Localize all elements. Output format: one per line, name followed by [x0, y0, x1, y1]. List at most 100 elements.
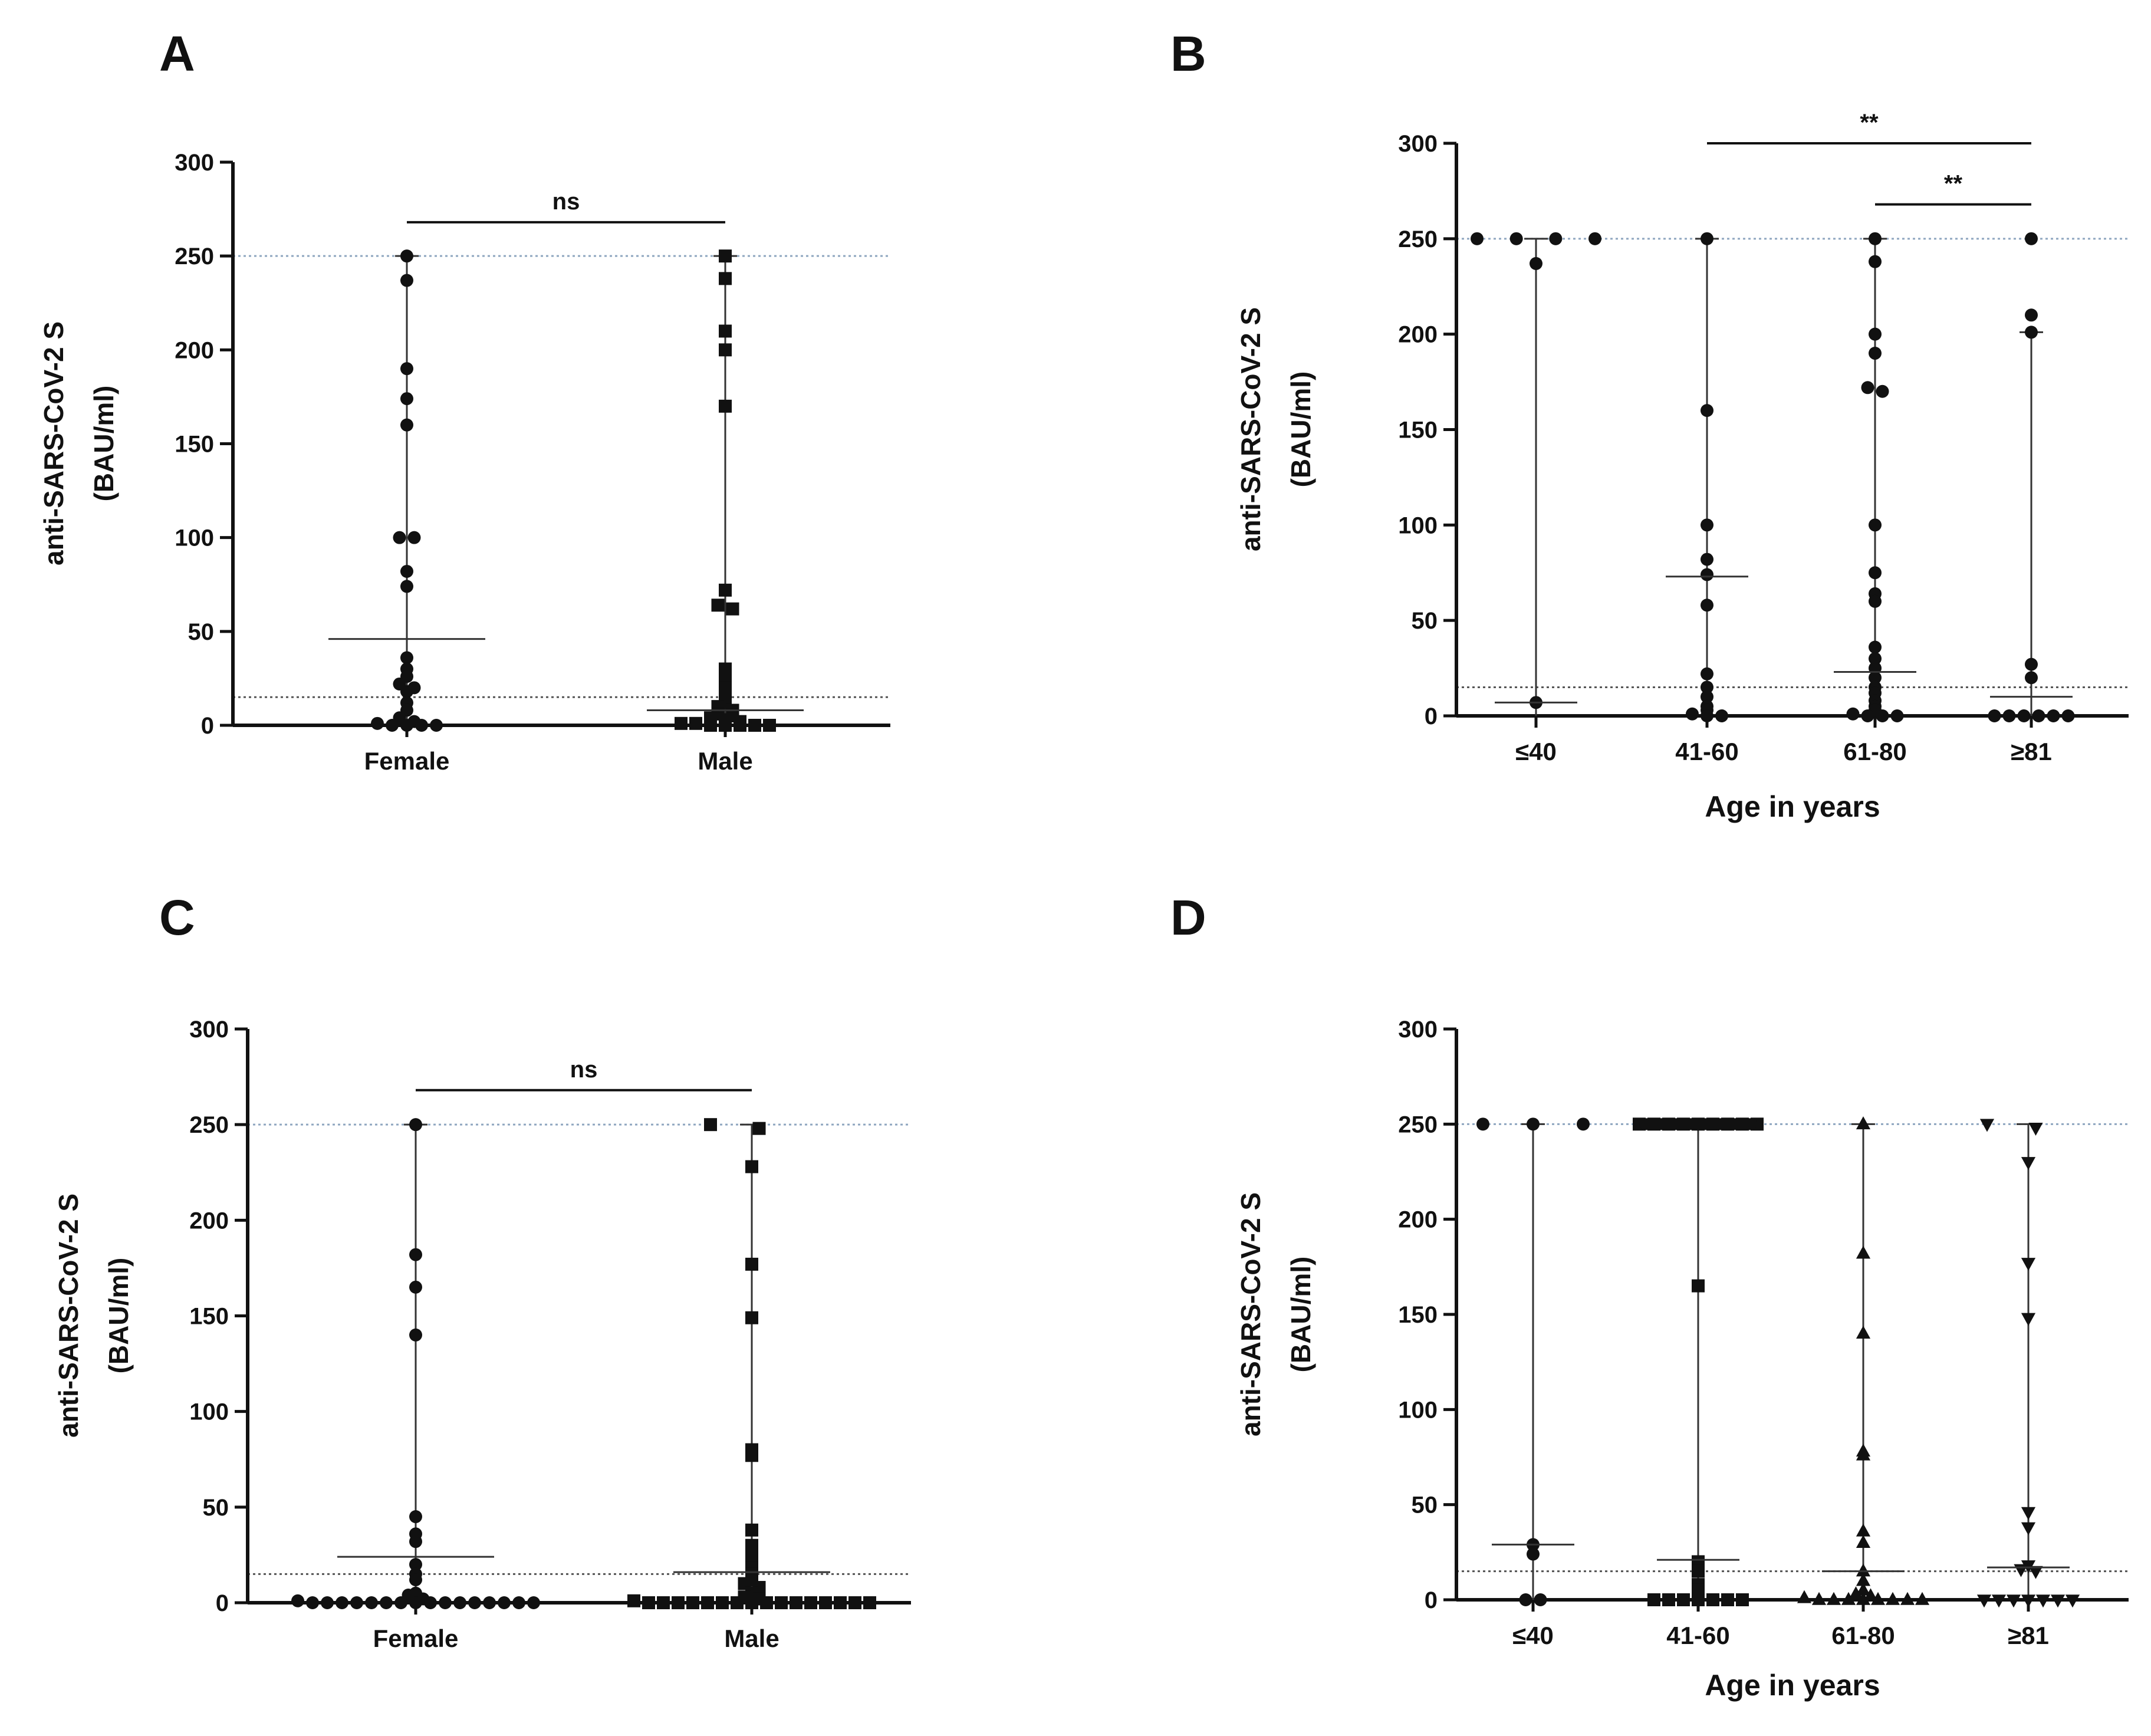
y-tick-label: 300 [189, 1017, 229, 1043]
data-point [1519, 1593, 1532, 1606]
data-point [1876, 384, 1889, 398]
data-point [400, 651, 413, 665]
data-point [1701, 680, 1713, 694]
y-axis-label: anti-SARS-CoV-2 S [1235, 307, 1266, 551]
y-axis-label: anti-SARS-CoV-2 S [1235, 1192, 1266, 1436]
data-point [1856, 1582, 1871, 1596]
data-point [775, 1596, 788, 1609]
y-tick-label: 150 [189, 1304, 229, 1330]
x-tick-label: ≤40 [1512, 1622, 1554, 1649]
data-point [1701, 518, 1713, 532]
y-tick-label: 50 [1412, 608, 1438, 634]
data-point [711, 599, 725, 612]
data-point [1692, 1279, 1705, 1293]
data-point [306, 1596, 319, 1609]
data-point [2021, 1157, 2036, 1171]
data-point [1856, 1245, 1871, 1259]
data-point [409, 1248, 422, 1261]
data-point [1856, 1535, 1871, 1548]
data-point [1869, 255, 1882, 268]
y-tick-label: 50 [1412, 1492, 1438, 1518]
data-point [1856, 1592, 1871, 1605]
data-point [1856, 1563, 1871, 1577]
data-point [527, 1596, 540, 1609]
panel-letter: A [159, 26, 195, 81]
data-point [400, 362, 413, 376]
data-point [468, 1596, 481, 1609]
category-3: ≥81 [1988, 232, 2075, 765]
y-tick-label: 50 [188, 619, 215, 645]
data-point [1549, 232, 1563, 245]
data-point [1979, 1119, 1995, 1132]
data-point [380, 1596, 393, 1609]
data-point [1846, 707, 1860, 721]
data-point [2025, 232, 2038, 245]
data-point [2065, 1594, 2080, 1608]
data-point [371, 716, 384, 730]
category-1: 41-60 [1666, 232, 1748, 765]
data-point [1856, 1523, 1871, 1537]
category-1: Male [647, 249, 804, 775]
data-point [393, 531, 406, 544]
data-point [291, 1594, 304, 1607]
category-0: ≤40 [1476, 1117, 1590, 1649]
data-point [1856, 1447, 1871, 1461]
y-tick-label: 150 [1398, 417, 1438, 443]
data-point [2032, 709, 2045, 722]
data-point [2017, 709, 2031, 722]
x-tick-label: ≥81 [2008, 1622, 2049, 1649]
data-point [745, 1257, 758, 1271]
data-point [1885, 1592, 1900, 1605]
data-point [439, 1596, 452, 1609]
data-point [752, 1122, 766, 1135]
data-point [1991, 1594, 2007, 1608]
data-point [1869, 518, 1882, 532]
data-point [1701, 690, 1713, 703]
data-point [409, 1535, 422, 1548]
data-point [1701, 232, 1713, 245]
y-tick-label: 100 [1398, 1397, 1438, 1423]
data-point [1701, 667, 1713, 680]
data-point [1662, 1593, 1675, 1606]
data-point [745, 1523, 758, 1537]
y-tick-label: 300 [1398, 1017, 1438, 1043]
data-point [1701, 709, 1713, 722]
data-point [790, 1596, 802, 1609]
data-point [2006, 1594, 2021, 1608]
data-point [409, 1118, 422, 1132]
data-point [2021, 1507, 2036, 1520]
data-point [1701, 568, 1713, 581]
y-tick-label: 100 [189, 1399, 229, 1425]
data-point [2021, 1258, 2036, 1271]
x-tick-label: 61-80 [1843, 738, 1906, 765]
data-point [745, 1311, 758, 1324]
data-point [409, 1328, 422, 1342]
data-point [2025, 657, 2038, 671]
data-point [1861, 709, 1874, 722]
data-point [1869, 232, 1882, 245]
data-point [1841, 1592, 1856, 1605]
category-0: Female [328, 249, 485, 775]
x-tick-label: Female [364, 747, 450, 775]
data-point [415, 719, 428, 732]
panel-letter: B [1170, 26, 1206, 81]
data-point [1915, 1592, 1930, 1605]
y-tick-label: 200 [175, 337, 214, 363]
category-0: Female [291, 1118, 540, 1652]
data-point [1706, 1593, 1719, 1606]
data-point [748, 719, 761, 732]
panel-letter: C [159, 890, 195, 945]
y-axis-unit-label: (BAU/ml) [103, 1258, 134, 1374]
data-point [1856, 1573, 1871, 1586]
y-axis-unit-label: (BAU/ml) [88, 386, 119, 502]
y-tick-label: 250 [1398, 1112, 1438, 1137]
data-point [400, 274, 413, 287]
data-point [719, 719, 732, 732]
data-point [2028, 1566, 2043, 1579]
y-tick-label: 250 [189, 1112, 229, 1138]
data-point [1811, 1592, 1827, 1605]
data-point [2050, 1594, 2066, 1608]
data-point [409, 1596, 422, 1609]
